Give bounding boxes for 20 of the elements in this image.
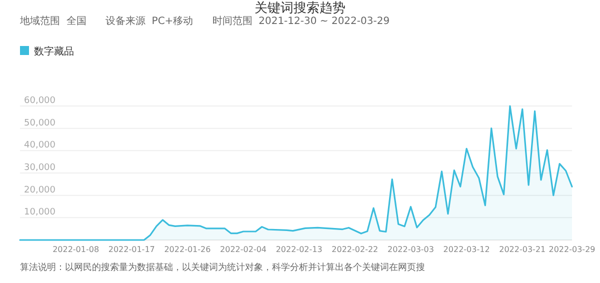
x-tick-label: 2022-02-13 bbox=[276, 245, 322, 254]
x-tick-label: 2022-02-22 bbox=[332, 245, 378, 254]
chart-subtitle: 地域范围 全国 设备来源 PC+移动 时间范围 2021-12-30 ~ 2022-03-29 bbox=[19, 15, 390, 27]
y-tick-label: 20,000 bbox=[24, 185, 56, 196]
y-tick-label: 30,000 bbox=[24, 163, 56, 173]
text: 算法说明：以网民的搜索量为数据基础，以关键词为统计对象，科学分析并计算出各个关键词在网页搜 bbox=[20, 262, 425, 273]
legend-label: 数字藏品 bbox=[34, 46, 74, 58]
chart-title: 关键词搜索趋势 bbox=[254, 1, 346, 16]
x-tick-label: 2022-03-12 bbox=[443, 245, 490, 254]
y-tick-label: 50,000 bbox=[24, 118, 56, 128]
y-tick-label: 60,000 bbox=[24, 96, 56, 106]
x-tick-label: 2022-02-04 bbox=[220, 245, 267, 254]
x-tick-label: 2022-01-08 bbox=[52, 245, 100, 254]
y-tick-label: 10,000 bbox=[24, 208, 56, 218]
x-tick-label: 2022-01-17 bbox=[108, 245, 155, 254]
x-tick-label: 2022-03-29 bbox=[548, 245, 596, 254]
y-tick-label: 40,000 bbox=[24, 140, 56, 151]
x-tick-label: 2022-03-03 bbox=[387, 245, 434, 254]
x-tick-label: 2022-03-21 bbox=[499, 245, 546, 254]
x-tick-label: 2022-01-26 bbox=[164, 245, 211, 254]
